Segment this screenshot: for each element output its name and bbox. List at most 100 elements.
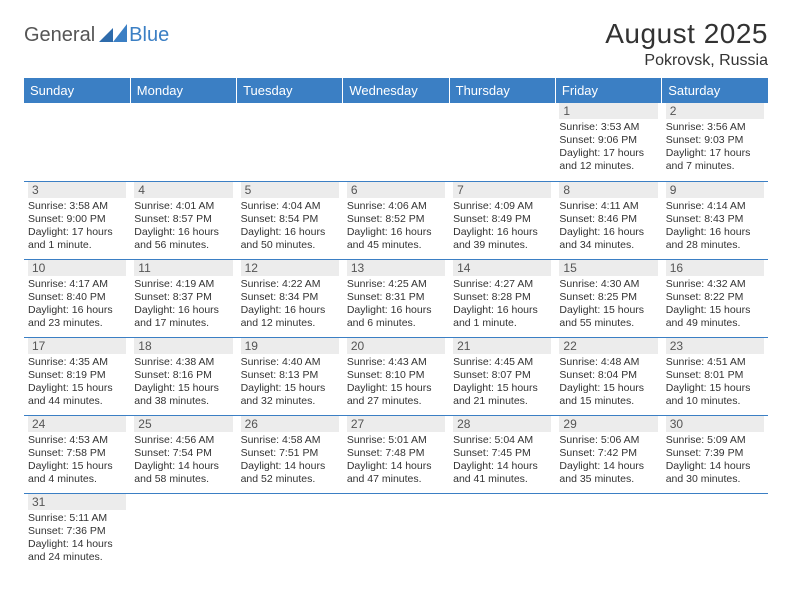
location-label: Pokrovsk, Russia: [605, 52, 768, 70]
sunset-line: Sunset: 8:16 PM: [134, 369, 232, 382]
daylight-line: Daylight: 16 hours and 1 minute.: [453, 304, 551, 330]
calendar-cell: [24, 103, 130, 181]
daylight-line: Daylight: 17 hours and 12 minutes.: [559, 147, 657, 173]
sunset-line: Sunset: 9:03 PM: [666, 134, 764, 147]
daylight-line: Daylight: 16 hours and 50 minutes.: [241, 226, 339, 252]
daylight-line: Daylight: 16 hours and 45 minutes.: [347, 226, 445, 252]
sunset-line: Sunset: 7:39 PM: [666, 447, 764, 460]
sunrise-line: Sunrise: 5:09 AM: [666, 434, 764, 447]
daylight-line: Daylight: 16 hours and 23 minutes.: [28, 304, 126, 330]
day-number: 10: [28, 260, 126, 276]
logo: General Blue: [24, 24, 169, 47]
calendar-cell: 23Sunrise: 4:51 AMSunset: 8:01 PMDayligh…: [662, 337, 768, 415]
day-number: 28: [453, 416, 551, 432]
daylight-line: Daylight: 15 hours and 27 minutes.: [347, 382, 445, 408]
calendar-cell: 17Sunrise: 4:35 AMSunset: 8:19 PMDayligh…: [24, 337, 130, 415]
calendar-cell: 15Sunrise: 4:30 AMSunset: 8:25 PMDayligh…: [555, 259, 661, 337]
calendar-cell: [130, 493, 236, 571]
calendar-cell: 3Sunrise: 3:58 AMSunset: 9:00 PMDaylight…: [24, 181, 130, 259]
daylight-line: Daylight: 16 hours and 12 minutes.: [241, 304, 339, 330]
daylight-line: Daylight: 15 hours and 44 minutes.: [28, 382, 126, 408]
calendar-cell: 13Sunrise: 4:25 AMSunset: 8:31 PMDayligh…: [343, 259, 449, 337]
daylight-line: Daylight: 17 hours and 7 minutes.: [666, 147, 764, 173]
calendar-cell: 16Sunrise: 4:32 AMSunset: 8:22 PMDayligh…: [662, 259, 768, 337]
sunset-line: Sunset: 8:40 PM: [28, 291, 126, 304]
sunrise-line: Sunrise: 4:27 AM: [453, 278, 551, 291]
sunrise-line: Sunrise: 4:14 AM: [666, 200, 764, 213]
sunrise-line: Sunrise: 4:11 AM: [559, 200, 657, 213]
daylight-line: Daylight: 16 hours and 56 minutes.: [134, 226, 232, 252]
sunrise-line: Sunrise: 4:25 AM: [347, 278, 445, 291]
day-header: Thursday: [449, 78, 555, 103]
calendar-table: SundayMondayTuesdayWednesdayThursdayFrid…: [24, 78, 768, 571]
day-number: 18: [134, 338, 232, 354]
day-number: 9: [666, 182, 764, 198]
calendar-cell: 21Sunrise: 4:45 AMSunset: 8:07 PMDayligh…: [449, 337, 555, 415]
calendar-cell: 28 Sunrise: 5:04 AMSunset: 7:45 PMDayligh…: [449, 415, 555, 493]
logo-text-general: General: [24, 24, 95, 47]
sunrise-line: Sunrise: 4:22 AM: [241, 278, 339, 291]
sunset-line: Sunset: 9:06 PM: [559, 134, 657, 147]
calendar-cell: 25Sunrise: 4:56 AMSunset: 7:54 PMDayligh…: [130, 415, 236, 493]
calendar-cell: 11Sunrise: 4:19 AMSunset: 8:37 PMDayligh…: [130, 259, 236, 337]
sunset-line: Sunset: 8:34 PM: [241, 291, 339, 304]
sunset-line: Sunset: 7:42 PM: [559, 447, 657, 460]
sunset-line: Sunset: 8:25 PM: [559, 291, 657, 304]
sunset-line: Sunset: 8:31 PM: [347, 291, 445, 304]
day-number: 19: [241, 338, 339, 354]
calendar-week: 17Sunrise: 4:35 AMSunset: 8:19 PMDayligh…: [24, 337, 768, 415]
sunset-line: Sunset: 7:54 PM: [134, 447, 232, 460]
sunset-line: Sunset: 8:10 PM: [347, 369, 445, 382]
day-number: 8: [559, 182, 657, 198]
title-block: August 2025 Pokrovsk, Russia: [605, 18, 768, 70]
calendar-cell: [449, 493, 555, 571]
logo-text-blue: Blue: [129, 24, 169, 47]
day-number: 12: [241, 260, 339, 276]
sunset-line: Sunset: 8:43 PM: [666, 213, 764, 226]
calendar-cell: 12 Sunrise: 4:22 AMSunset: 8:34 PMDayligh…: [237, 259, 343, 337]
calendar-cell: 27Sunrise: 5:01 AMSunset: 7:48 PMDayligh…: [343, 415, 449, 493]
sunset-line: Sunset: 7:45 PM: [453, 447, 551, 460]
sunset-line: Sunset: 8:49 PM: [453, 213, 551, 226]
daylight-line: Daylight: 16 hours and 28 minutes.: [666, 226, 764, 252]
day-number: 4: [134, 182, 232, 198]
daylight-line: Daylight: 15 hours and 15 minutes.: [559, 382, 657, 408]
daylight-line: Daylight: 16 hours and 39 minutes.: [453, 226, 551, 252]
daylight-line: Daylight: 14 hours and 41 minutes.: [453, 460, 551, 486]
day-number: 3: [28, 182, 126, 198]
daylight-line: Daylight: 15 hours and 55 minutes.: [559, 304, 657, 330]
sunset-line: Sunset: 7:48 PM: [347, 447, 445, 460]
sunset-line: Sunset: 8:28 PM: [453, 291, 551, 304]
sunrise-line: Sunrise: 5:11 AM: [28, 512, 126, 525]
calendar-cell: 22Sunrise: 4:48 AMSunset: 8:04 PMDayligh…: [555, 337, 661, 415]
sunrise-line: Sunrise: 5:06 AM: [559, 434, 657, 447]
sunrise-line: Sunrise: 4:35 AM: [28, 356, 126, 369]
sunrise-line: Sunrise: 5:04 AM: [453, 434, 551, 447]
calendar-cell: 4Sunrise: 4:01 AMSunset: 8:57 PMDaylight…: [130, 181, 236, 259]
sunrise-line: Sunrise: 4:38 AM: [134, 356, 232, 369]
day-number: 22: [559, 338, 657, 354]
daylight-line: Daylight: 14 hours and 30 minutes.: [666, 460, 764, 486]
sunrise-line: Sunrise: 4:01 AM: [134, 200, 232, 213]
calendar-cell: 8Sunrise: 4:11 AMSunset: 8:46 PMDaylight…: [555, 181, 661, 259]
sunset-line: Sunset: 8:46 PM: [559, 213, 657, 226]
calendar-week: 31Sunrise: 5:11 AMSunset: 7:36 PMDayligh…: [24, 493, 768, 571]
day-number: 23: [666, 338, 764, 354]
sunrise-line: Sunrise: 4:04 AM: [241, 200, 339, 213]
calendar-cell: [237, 103, 343, 181]
sunrise-line: Sunrise: 5:01 AM: [347, 434, 445, 447]
daylight-line: Daylight: 15 hours and 21 minutes.: [453, 382, 551, 408]
sunrise-line: Sunrise: 4:32 AM: [666, 278, 764, 291]
day-header: Tuesday: [237, 78, 343, 103]
daylight-line: Daylight: 17 hours and 1 minute.: [28, 226, 126, 252]
calendar-cell: 7Sunrise: 4:09 AMSunset: 8:49 PMDaylight…: [449, 181, 555, 259]
calendar-body: 1Sunrise: 3:53 AMSunset: 9:06 PMDaylight…: [24, 103, 768, 571]
calendar-cell: [662, 493, 768, 571]
sunrise-line: Sunrise: 4:17 AM: [28, 278, 126, 291]
daylight-line: Daylight: 15 hours and 4 minutes.: [28, 460, 126, 486]
calendar-week: 10Sunrise: 4:17 AMSunset: 8:40 PMDayligh…: [24, 259, 768, 337]
sunrise-line: Sunrise: 4:48 AM: [559, 356, 657, 369]
calendar-week: 1Sunrise: 3:53 AMSunset: 9:06 PMDaylight…: [24, 103, 768, 181]
calendar-cell: [555, 493, 661, 571]
calendar-cell: 20Sunrise: 4:43 AMSunset: 8:10 PMDayligh…: [343, 337, 449, 415]
